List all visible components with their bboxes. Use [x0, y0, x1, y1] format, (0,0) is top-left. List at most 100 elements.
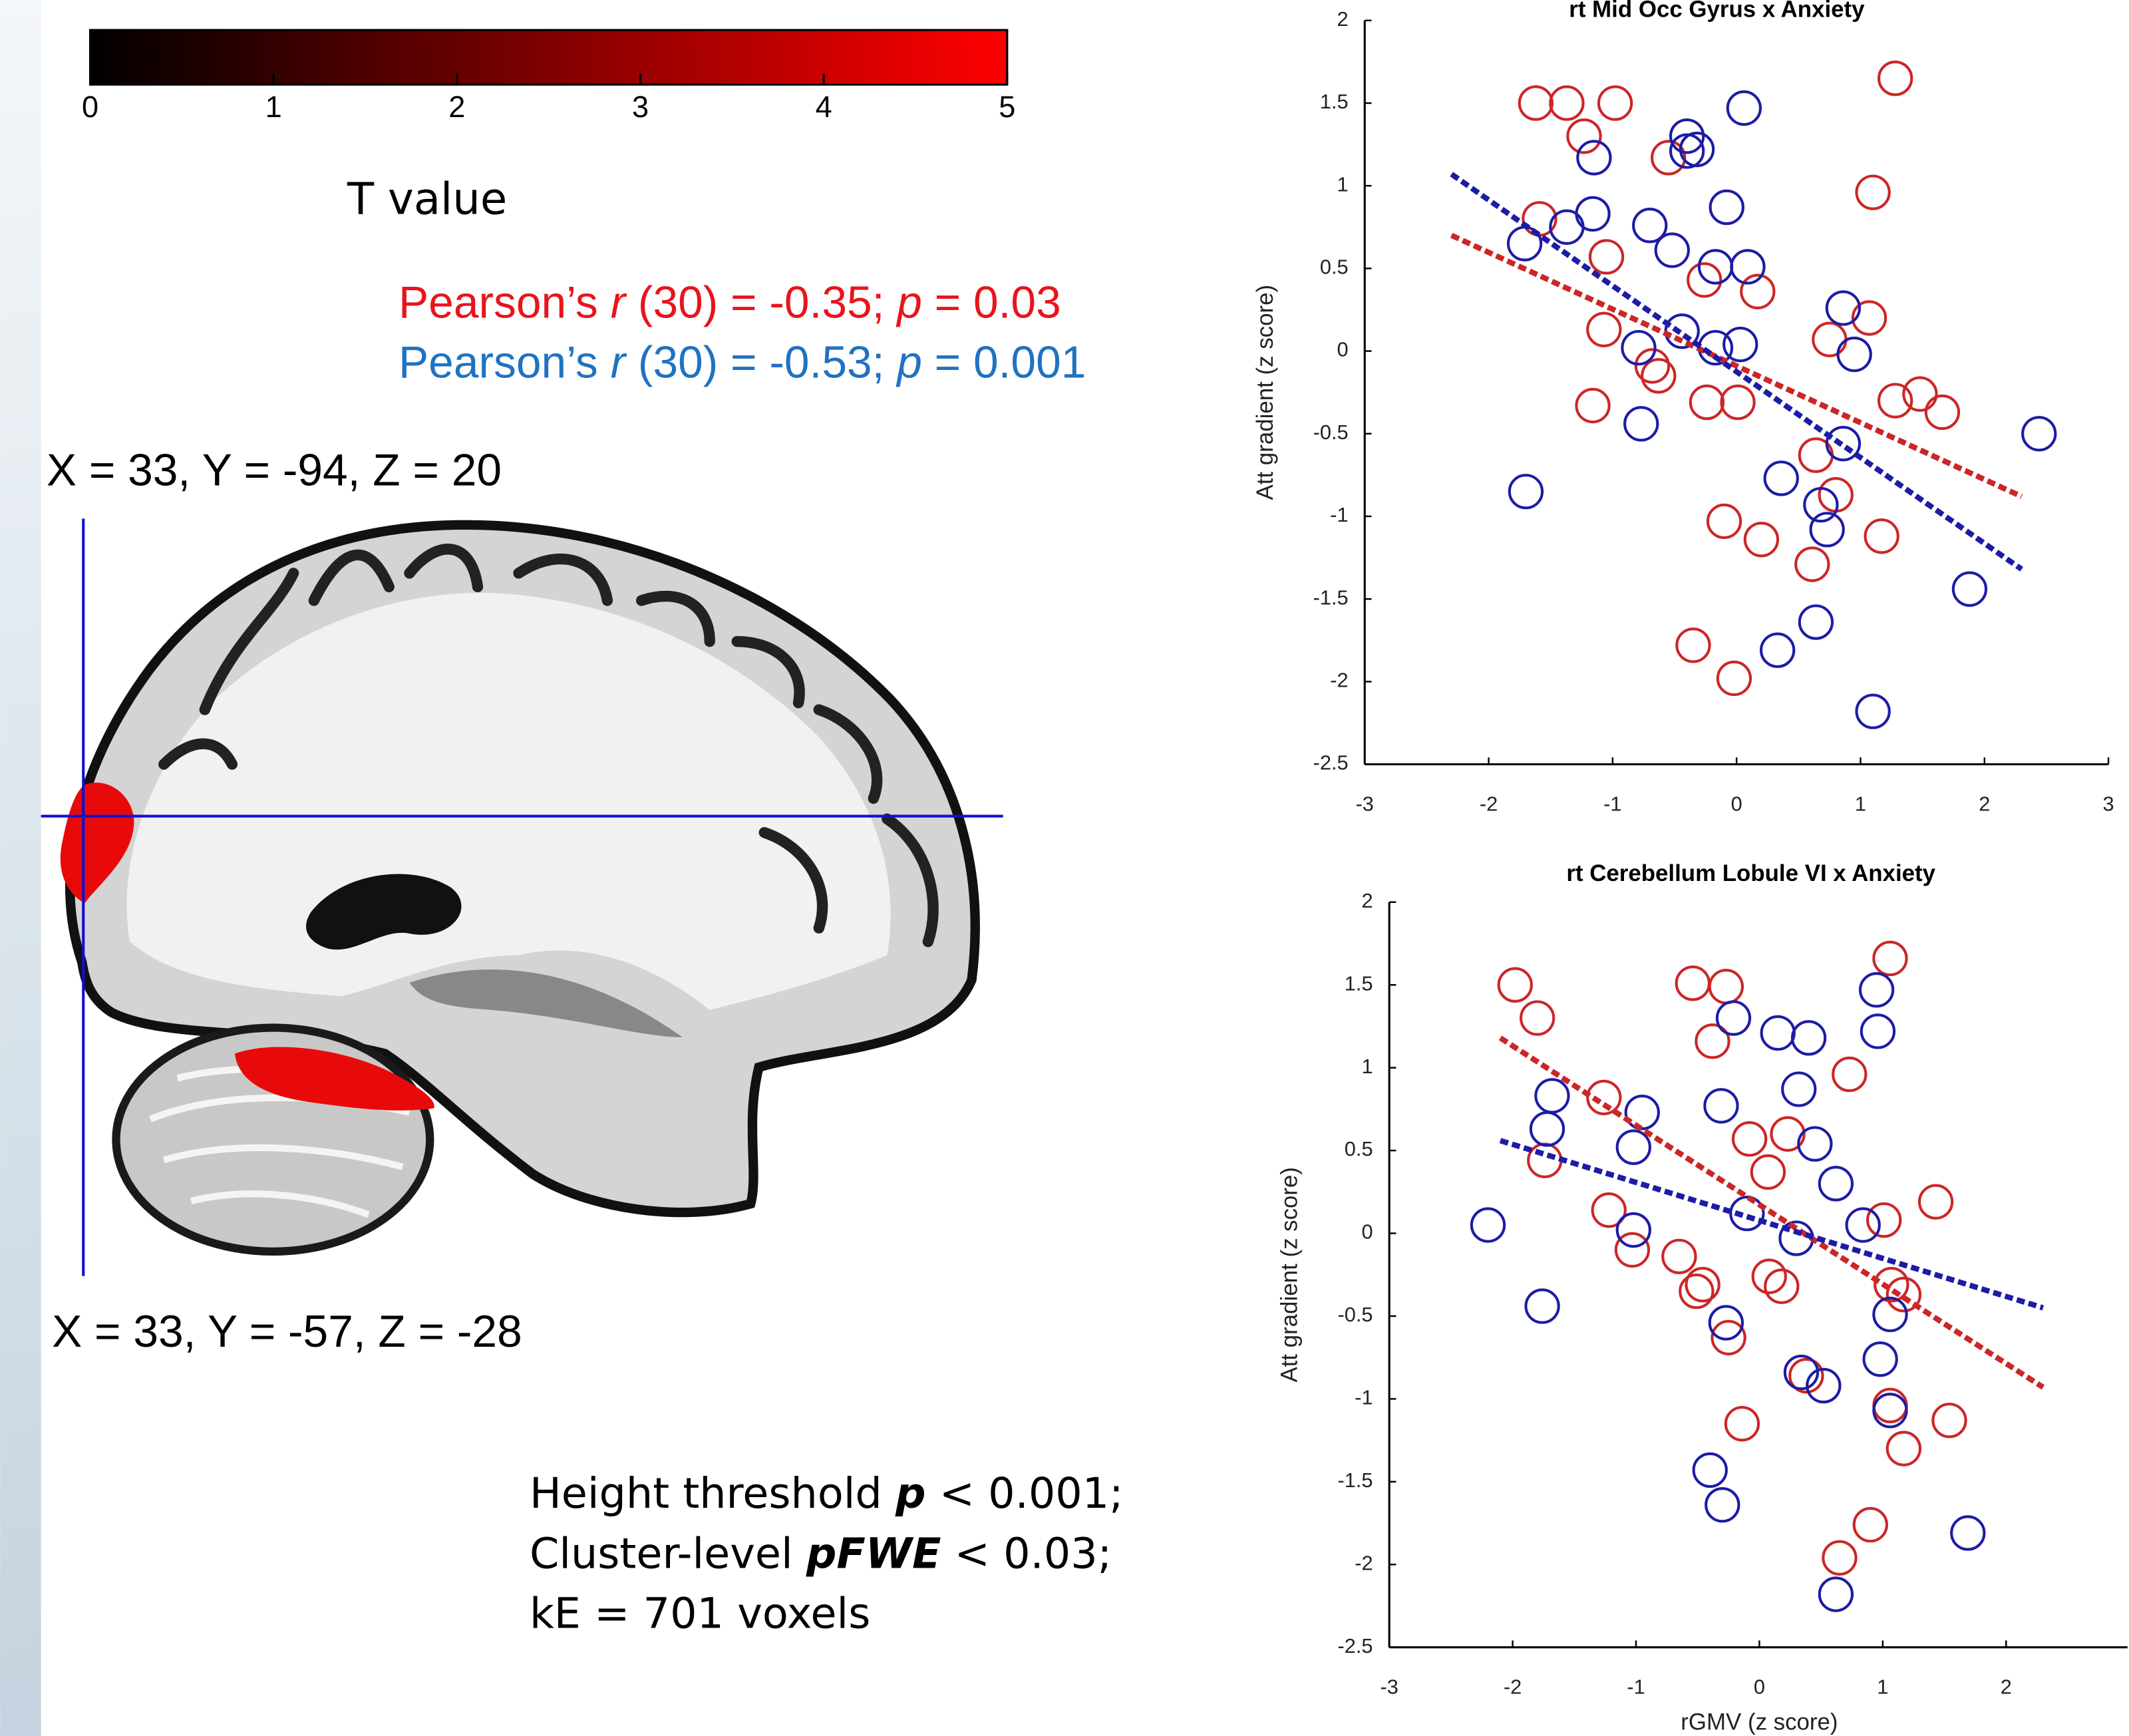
scatter-point — [1711, 191, 1743, 224]
page: 012345T valuePearson’s r (30) = -0.35; p… — [0, 0, 2129, 1736]
scatter-point — [1761, 634, 1794, 667]
scatter-point — [1599, 87, 1631, 119]
y-axis-label: Att gradient (z score) — [1252, 285, 1278, 500]
threshold-line: Cluster-level pFWE < 0.03; — [530, 1528, 1112, 1578]
y-tick-label: -0.5 — [1313, 421, 1349, 444]
x-tick-label: -2 — [1480, 792, 1498, 815]
y-tick-label: -2.5 — [1313, 751, 1349, 775]
x-tick-label: -3 — [1356, 792, 1374, 815]
scatter-point — [1860, 973, 1893, 1006]
stat-part: = 0.03 — [922, 277, 1061, 327]
brain-slice — [41, 518, 1003, 1276]
colorbar-label: T value — [347, 174, 507, 225]
x-tick-label: 2 — [2001, 1675, 2012, 1698]
scatter-point — [1874, 942, 1906, 975]
stat-part: Pearson’s — [399, 277, 611, 327]
y-tick-label: 1 — [1337, 172, 1349, 196]
y-axis-label: Att gradient (z score) — [1277, 1167, 1303, 1383]
x-tick-label: 0 — [1754, 1675, 1765, 1698]
x-tick-label: -1 — [1603, 792, 1621, 815]
x-tick-label: -1 — [1627, 1675, 1645, 1698]
scatter-point — [1838, 338, 1871, 371]
scatter-point — [1796, 548, 1828, 580]
stat-part: r — [611, 338, 627, 388]
coordinate-label: X = 33, Y = -57, Z = -28 — [52, 1307, 522, 1357]
scatter-point — [1590, 240, 1623, 273]
y-tick-label: 0 — [1337, 338, 1349, 361]
scatter-point — [1680, 1275, 1713, 1307]
scatter-point — [1706, 1488, 1738, 1521]
scatter-point — [1833, 1058, 1866, 1091]
stat-part: (30) = -0.35; — [625, 277, 897, 327]
scatter-point — [1765, 462, 1798, 494]
coordinate-label: X = 33, Y = -94, Z = 20 — [47, 446, 502, 496]
scatter-point — [2023, 417, 2055, 450]
colorbar — [90, 30, 1007, 85]
scatter-point — [1708, 505, 1740, 538]
scatter-point — [1617, 1214, 1650, 1246]
y-tick-label: -2 — [1355, 1551, 1373, 1574]
scatter-point — [1866, 520, 1898, 552]
colorbar-tick-label: 2 — [448, 90, 465, 124]
x-tick-label: 1 — [1877, 1675, 1888, 1698]
y-tick-label: 0.5 — [1320, 256, 1349, 279]
scatter-point — [1933, 1404, 1965, 1437]
colorbar-tick-label: 4 — [816, 90, 832, 124]
scatter-point — [1726, 1407, 1758, 1440]
scatter-point — [1820, 478, 1852, 511]
scatter-point — [1919, 1186, 1952, 1218]
x-tick-label: 3 — [2103, 792, 2114, 815]
scatter-point — [1953, 573, 1986, 606]
scatter-point — [1762, 1017, 1794, 1049]
scatter-point — [1710, 970, 1742, 1003]
scatter-point — [1576, 389, 1609, 422]
scatter-point — [1847, 1208, 1880, 1241]
chart-title: rt Cerebellum Lobule VI x Anxiety — [1566, 860, 1935, 886]
scatter-point — [1663, 1240, 1695, 1273]
scatter-point — [1677, 967, 1709, 999]
x-tick-label: 0 — [1731, 792, 1742, 815]
figure: 012345T valuePearson’s r (30) = -0.35; p… — [0, 0, 2129, 1736]
scatter-point — [1823, 1542, 1856, 1574]
y-tick-label: -1 — [1355, 1386, 1373, 1409]
y-tick-label: -2 — [1330, 669, 1348, 692]
y-tick-label: 1.5 — [1345, 971, 1373, 995]
scatter-point — [1864, 1343, 1897, 1375]
scatter-point — [1728, 92, 1760, 124]
x-tick-label: -2 — [1504, 1675, 1522, 1698]
threshold-part: pFWE — [806, 1528, 941, 1578]
scatter-point — [1804, 488, 1837, 521]
scatter-point — [1550, 87, 1583, 119]
scatter-point — [1528, 1144, 1561, 1176]
y-tick-label: -1.5 — [1313, 586, 1349, 609]
fit-line — [1500, 1140, 2043, 1307]
scatter-point — [1705, 1089, 1737, 1122]
scatter-point — [1642, 359, 1675, 392]
scatter-point — [1798, 1128, 1831, 1160]
scatter-point — [1813, 323, 1846, 356]
scatter-point — [1721, 386, 1754, 419]
scatter-point — [1687, 1268, 1719, 1301]
y-tick-label: -2.5 — [1338, 1634, 1373, 1657]
y-tick-label: 0.5 — [1345, 1137, 1373, 1160]
scatter-point — [1887, 1432, 1920, 1465]
scatter-point — [1792, 1021, 1825, 1054]
scatter-point — [1856, 176, 1889, 209]
scatter-point — [1820, 1578, 1852, 1610]
y-tick-label: -1.5 — [1338, 1469, 1373, 1492]
stat-part: p — [896, 338, 922, 388]
x-axis-label: rGMV (z score) — [1681, 1709, 1838, 1735]
x-tick-label: 1 — [1855, 792, 1866, 815]
stat-part: p — [896, 277, 922, 327]
scatter-point — [1724, 328, 1756, 361]
threshold-part: kE = 701 voxels — [530, 1588, 870, 1638]
scatter-point — [1856, 695, 1889, 728]
scatter-point — [1626, 1096, 1659, 1128]
scatter-point — [1862, 1015, 1894, 1047]
scatter-point — [1499, 969, 1532, 1001]
threshold-line: kE = 701 voxels — [530, 1588, 870, 1638]
y-tick-label: -1 — [1330, 503, 1348, 526]
threshold-part: < 0.03; — [941, 1528, 1112, 1578]
side-strip — [0, 0, 41, 1736]
scatter-point — [1879, 62, 1911, 94]
